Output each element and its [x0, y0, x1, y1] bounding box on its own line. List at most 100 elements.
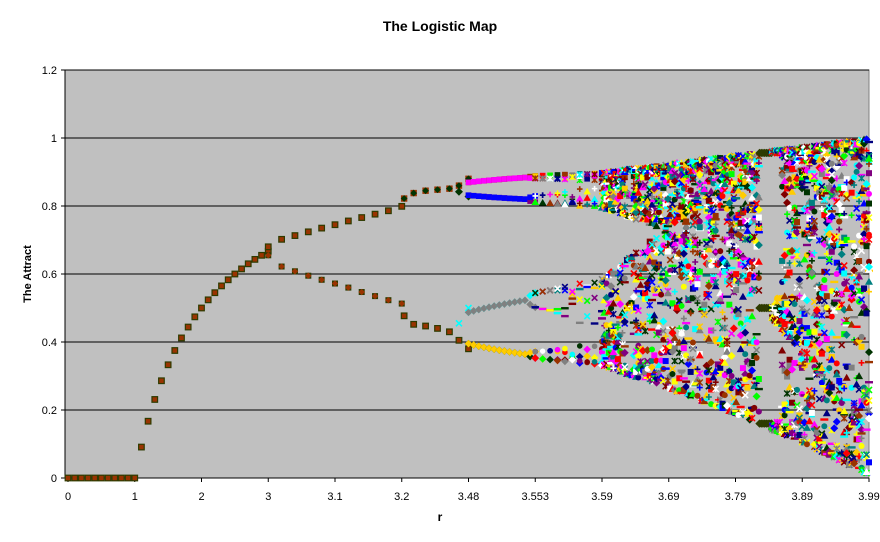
data-point: [620, 348, 629, 357]
data-point: [643, 275, 652, 278]
data-point: [576, 280, 584, 288]
data-point: [847, 240, 856, 243]
data-point: [685, 263, 692, 270]
data-point: [501, 195, 508, 201]
data-point: [720, 353, 729, 362]
data-point: [788, 157, 797, 160]
data-point: [678, 329, 686, 337]
data-point: [632, 249, 640, 257]
data-point: [318, 276, 325, 283]
data-point: [526, 348, 534, 357]
data-point: [708, 262, 715, 269]
data-point: [704, 282, 713, 291]
data-point: [695, 170, 704, 179]
data-point: [660, 184, 667, 191]
data-point: [735, 412, 742, 419]
data-point: [716, 301, 725, 304]
data-point: [786, 363, 793, 370]
x-tick-label: 3.59: [591, 491, 612, 503]
data-point: [826, 346, 833, 353]
data-point: [495, 346, 504, 354]
data-point: [591, 279, 598, 287]
data-point: [858, 146, 865, 153]
data-point: [818, 170, 825, 177]
data-point: [682, 222, 691, 225]
data-point: [783, 266, 792, 269]
data-point: [636, 280, 645, 288]
data-point: [786, 356, 793, 363]
data-point: [608, 291, 615, 298]
data-point: [743, 315, 752, 323]
data-point: [561, 200, 569, 208]
data-point: [811, 158, 818, 165]
data-point: [780, 251, 789, 260]
data-point: [554, 286, 561, 294]
data-point: [465, 192, 472, 199]
data-point: [835, 163, 844, 166]
data-point: [689, 248, 696, 255]
data-point: [712, 336, 719, 343]
data-point: [788, 315, 796, 323]
data-point: [265, 252, 272, 259]
data-point: [840, 216, 849, 219]
data-point: [700, 309, 709, 318]
data-point: [532, 348, 539, 355]
data-point: [840, 414, 848, 422]
data-point: [816, 436, 823, 443]
data-point: [642, 368, 649, 375]
data-point: [744, 277, 751, 284]
data-point: [712, 379, 719, 386]
data-point: [817, 373, 826, 377]
data-point: [386, 208, 391, 213]
data-point: [625, 306, 634, 309]
data-point: [569, 173, 576, 181]
data-point: [821, 285, 828, 292]
data-point: [866, 288, 872, 295]
data-point: [546, 175, 554, 182]
data-point: [611, 197, 620, 205]
data-point: [400, 195, 408, 202]
data-point: [608, 305, 615, 312]
data-point: [755, 221, 762, 228]
data-point: [678, 369, 685, 376]
data-point: [641, 327, 649, 335]
data-point: [554, 172, 561, 178]
data-point: [639, 320, 647, 328]
data-point: [855, 161, 864, 170]
data-point: [92, 475, 97, 481]
data-point: [717, 364, 724, 371]
data-point: [818, 290, 825, 297]
data-point: [539, 288, 547, 295]
data-point: [818, 311, 826, 319]
data-point: [755, 270, 762, 277]
data-point: [651, 259, 658, 266]
data-point: [683, 324, 690, 331]
x-tick-label: 3.69: [658, 491, 679, 503]
data-point: [838, 267, 845, 274]
data-point: [786, 204, 793, 211]
data-point: [714, 361, 721, 368]
data-point: [531, 289, 539, 297]
data-point: [648, 298, 657, 302]
data-point: [662, 179, 669, 186]
data-point: [447, 329, 452, 334]
data-point: [754, 241, 763, 250]
data-point: [663, 217, 672, 220]
data-point: [590, 195, 599, 203]
data-point: [687, 310, 694, 317]
data-point: [539, 172, 546, 179]
data-point: [292, 233, 298, 238]
data-point: [669, 300, 676, 307]
data-point: [695, 179, 704, 188]
data-point: [637, 362, 644, 369]
data-point: [687, 355, 695, 363]
data-point: [803, 349, 811, 357]
data-point: [630, 269, 638, 278]
data-point: [750, 172, 759, 175]
data-point: [465, 179, 472, 186]
data-point: [246, 261, 251, 266]
data-point: [700, 311, 708, 319]
data-point: [865, 236, 873, 244]
data-point: [464, 304, 473, 312]
data-point: [711, 218, 720, 221]
